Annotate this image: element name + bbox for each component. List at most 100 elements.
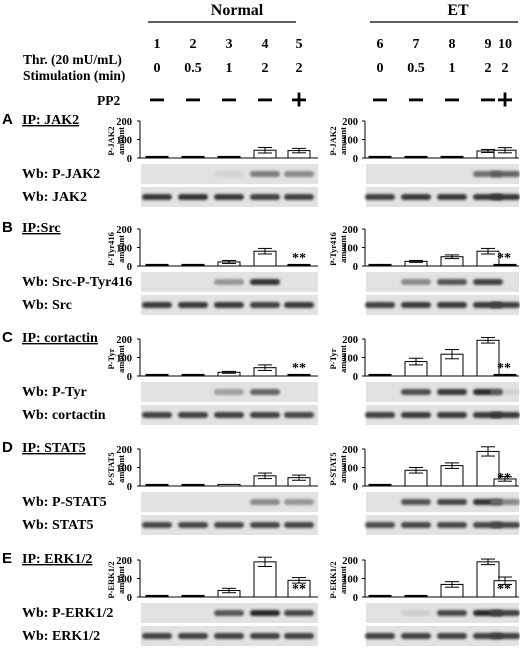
panel-letter: C (2, 329, 13, 346)
bar (181, 155, 205, 159)
stimulation-time: 2 (296, 61, 303, 76)
error-bar (445, 462, 459, 469)
blot-band (490, 194, 520, 200)
bar (145, 483, 169, 487)
lane-number: 1 (154, 37, 161, 52)
error-bar (498, 476, 512, 482)
stimulation-time: 1 (226, 61, 233, 76)
stimulation-time: 0.5 (407, 61, 425, 76)
western-blots (141, 603, 520, 646)
blot-band (365, 302, 395, 308)
y-tick-label: 200 (342, 556, 358, 567)
blot-band (365, 194, 395, 200)
significance-marker: ** (497, 361, 511, 376)
blot-band (365, 633, 395, 639)
blot-band (178, 522, 208, 528)
error-bar (481, 446, 495, 457)
y-axis-label-unit: amount (338, 455, 348, 483)
y-tick-label: 200 (342, 335, 358, 346)
thrombin-label: Thr. (20 mU/mL) (23, 52, 122, 67)
error-bar (222, 587, 236, 594)
y-axis-label-unit: amount (116, 127, 126, 155)
significance-marker: ** (497, 582, 511, 597)
western-blots (141, 164, 520, 207)
error-bar (445, 349, 459, 360)
error-bar (481, 148, 495, 153)
blot-label-top: Wb: P-JAK2 (22, 167, 100, 182)
y-axis-label: P-Tyr416 (106, 232, 116, 266)
error-bar (481, 558, 495, 566)
error-bar (292, 474, 306, 481)
stimulation-label: Stimulation (min) (23, 68, 125, 83)
blot-label-bottom: Wb: Src (22, 298, 72, 313)
blot-band (178, 302, 208, 308)
blot-band (437, 389, 467, 395)
chart-et: P-Tyr416 amount 0 100 200 ** (328, 225, 519, 273)
bar (368, 594, 392, 598)
blot-band (142, 522, 172, 528)
blot-band (250, 279, 280, 285)
blot-label-top: Wb: P-Tyr (22, 385, 87, 400)
y-tick-label: 200 (116, 556, 132, 567)
blot-band (214, 302, 244, 308)
blot-band (473, 279, 503, 285)
y-tick-label: 200 (342, 117, 358, 128)
y-tick-label: 0 (353, 482, 358, 493)
y-axis-label: P-STAT5 (106, 452, 116, 485)
y-tick-label: 200 (342, 225, 358, 236)
blot-band (490, 522, 520, 528)
blot-band (401, 522, 431, 528)
blot-band (284, 522, 314, 528)
blot-label-top: Wb: Src-P-Tyr416 (22, 275, 132, 290)
blot-label-top: Wb: P-ERK1/2 (22, 606, 113, 621)
significance-marker: ** (497, 251, 511, 266)
pp2-minus-sign (445, 98, 459, 102)
lane-number: 9 (485, 37, 492, 52)
blot-band (214, 279, 244, 285)
y-tick-label: 100 (342, 354, 358, 365)
significance-marker: ** (292, 361, 306, 376)
blot-band (284, 499, 314, 505)
pp2-minus-sign (373, 98, 387, 102)
y-axis-label: P-ERK1/2 (106, 561, 116, 598)
blot-strip (141, 492, 318, 512)
blot-band (250, 610, 280, 616)
blot-band (214, 194, 244, 200)
western-blots (141, 382, 520, 425)
ip-label: IP: JAK2 (22, 113, 79, 128)
blot-band (250, 194, 280, 200)
lane-number: 6 (377, 37, 384, 52)
pp2-minus-sign (186, 98, 200, 102)
bar (404, 594, 428, 598)
error-bar (258, 472, 272, 480)
bar (368, 263, 392, 267)
blot-label-bottom: Wb: JAK2 (22, 190, 87, 205)
blot-band (401, 633, 431, 639)
y-tick-label: 100 (116, 464, 132, 475)
pp2-minus-sign (258, 98, 272, 102)
blot-band (490, 499, 520, 505)
blot-band (490, 302, 520, 308)
y-tick-label: 100 (342, 244, 358, 255)
pp2-label: PP2 (97, 93, 120, 108)
bar (368, 155, 392, 159)
y-axis-label-unit: amount (116, 345, 126, 373)
pp2-plus-sign (292, 92, 306, 107)
y-axis-label: P-Tyr416 (328, 232, 338, 266)
blot-band (365, 412, 395, 418)
y-tick-label: 200 (116, 445, 132, 456)
blot-band (142, 194, 172, 200)
y-tick-label: 0 (353, 372, 358, 383)
error-bar (445, 254, 459, 260)
y-tick-label: 100 (342, 575, 358, 586)
bar (217, 155, 241, 159)
stimulation-time: 2 (502, 61, 509, 76)
bar (287, 263, 311, 267)
header: Normal ET Thr. (20 mU/mL) Stimulation (m… (23, 2, 518, 108)
error-bar (409, 357, 423, 366)
y-tick-label: 200 (116, 225, 132, 236)
blot-band (284, 171, 314, 177)
